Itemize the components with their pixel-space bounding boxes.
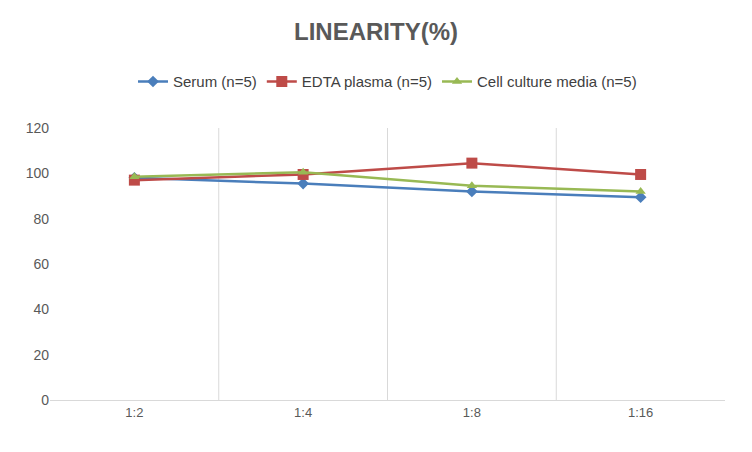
svg-text:1:4: 1:4 [294, 405, 312, 420]
svg-text:Cell culture media (n=5): Cell culture media (n=5) [477, 73, 637, 90]
svg-text:80: 80 [33, 211, 49, 227]
svg-text:1:16: 1:16 [628, 405, 653, 420]
svg-text:40: 40 [33, 301, 49, 317]
svg-text:1:8: 1:8 [463, 405, 481, 420]
svg-text:60: 60 [33, 256, 49, 272]
svg-text:120: 120 [26, 120, 50, 136]
svg-text:EDTA plasma (n=5): EDTA plasma (n=5) [302, 73, 432, 90]
svg-text:LINEARITY(%): LINEARITY(%) [294, 18, 458, 45]
svg-text:100: 100 [26, 165, 50, 181]
svg-text:Serum (n=5): Serum (n=5) [173, 73, 257, 90]
svg-text:20: 20 [33, 347, 49, 363]
svg-text:0: 0 [41, 392, 49, 408]
svg-text:1:2: 1:2 [125, 405, 143, 420]
